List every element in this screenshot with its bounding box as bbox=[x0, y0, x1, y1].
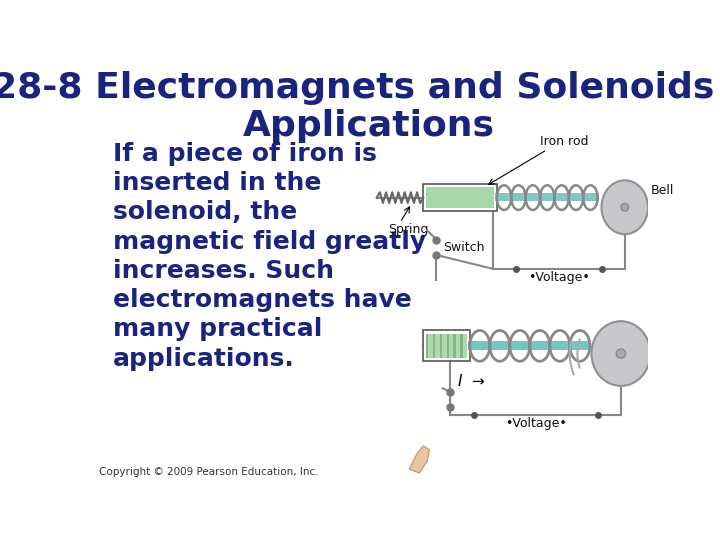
Text: Bell: Bell bbox=[650, 184, 674, 197]
Polygon shape bbox=[409, 446, 429, 473]
Text: increases. Such: increases. Such bbox=[113, 259, 334, 283]
Text: solenoid, the: solenoid, the bbox=[113, 200, 297, 224]
Text: applications.: applications. bbox=[113, 347, 295, 370]
Text: •Voltage•: •Voltage• bbox=[528, 271, 590, 284]
Text: many practical: many practical bbox=[113, 318, 323, 341]
Bar bbox=[426, 334, 428, 358]
Text: Switch: Switch bbox=[443, 241, 484, 254]
Text: Spring: Spring bbox=[388, 222, 428, 235]
Text: •Voltage•: •Voltage• bbox=[505, 417, 567, 430]
Text: electromagnets have: electromagnets have bbox=[113, 288, 412, 312]
Ellipse shape bbox=[591, 321, 650, 386]
Bar bbox=[426, 334, 467, 358]
Bar bbox=[446, 334, 449, 358]
Bar bbox=[468, 341, 591, 350]
Text: inserted in the: inserted in the bbox=[113, 171, 322, 195]
Text: If a piece of iron is: If a piece of iron is bbox=[113, 142, 377, 166]
Text: 28-8 Electromagnets and Solenoids –
Applications: 28-8 Electromagnets and Solenoids – Appl… bbox=[0, 71, 720, 143]
Circle shape bbox=[621, 204, 629, 211]
Text: $I$  →: $I$ → bbox=[456, 373, 485, 388]
Bar bbox=[433, 334, 436, 358]
Bar bbox=[461, 334, 463, 358]
Bar bbox=[454, 334, 456, 358]
Ellipse shape bbox=[601, 180, 648, 234]
Bar bbox=[426, 187, 494, 208]
Text: Copyright © 2009 Pearson Education, Inc.: Copyright © 2009 Pearson Education, Inc. bbox=[99, 467, 319, 477]
Bar bbox=[495, 193, 599, 201]
Text: Iron rod: Iron rod bbox=[539, 135, 588, 148]
Text: magnetic field greatly: magnetic field greatly bbox=[113, 230, 426, 254]
Bar bbox=[439, 334, 442, 358]
Circle shape bbox=[616, 349, 626, 358]
Bar bbox=[423, 184, 497, 211]
Bar bbox=[423, 330, 469, 361]
